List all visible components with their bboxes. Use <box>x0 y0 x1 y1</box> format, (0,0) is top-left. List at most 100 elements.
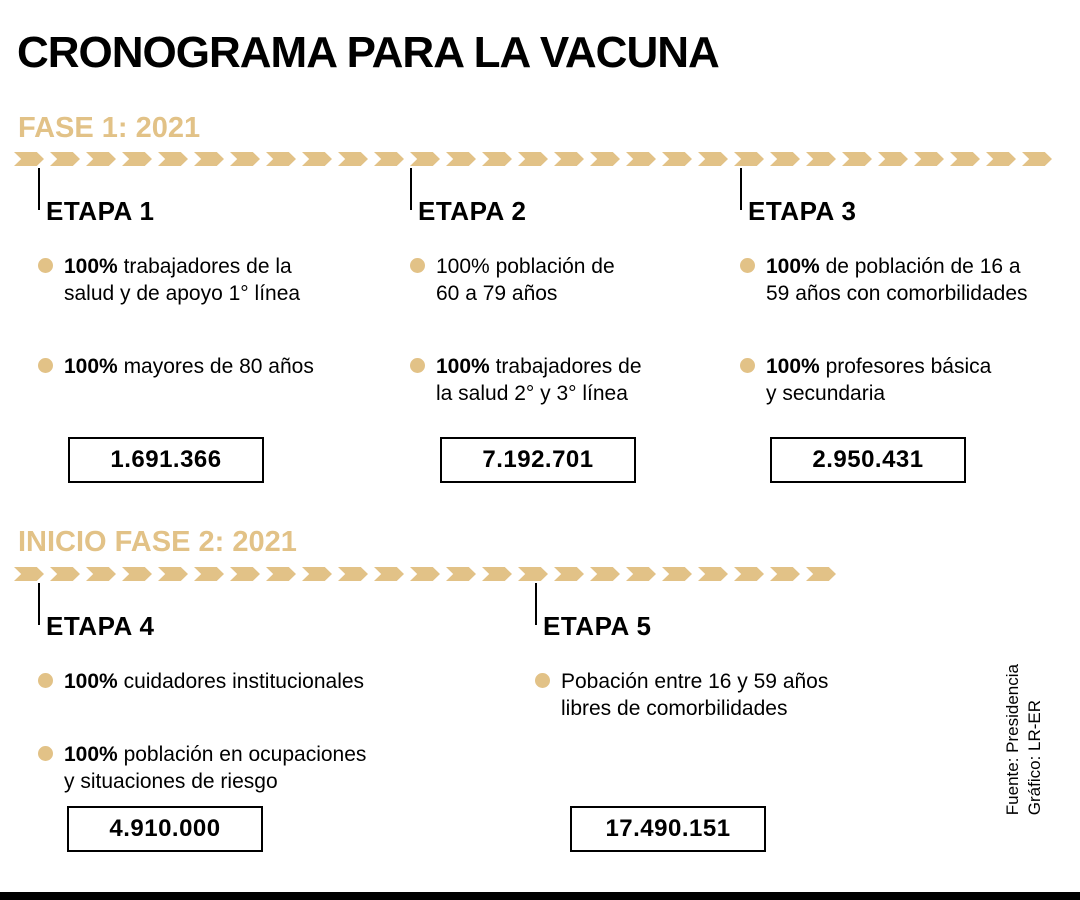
arrow-dash-icon <box>590 567 620 581</box>
arrow-dash-icon <box>1022 152 1052 166</box>
arrow-dash-icon <box>482 152 512 166</box>
stage-etapa-4: ETAPA 4 100% cuidadores institucionales … <box>38 611 418 841</box>
phase1-label: FASE 1: 2021 <box>18 112 201 144</box>
arrow-dash-icon <box>446 567 476 581</box>
bullet-icon <box>410 258 425 273</box>
item-label: profesores básica y secundaria <box>766 355 992 405</box>
stage1-tick <box>38 168 40 210</box>
item-lead: 100% <box>64 670 118 693</box>
arrow-dash-icon <box>698 152 728 166</box>
arrow-dash-icon <box>662 152 692 166</box>
arrow-dash-icon <box>86 152 116 166</box>
bullet-icon <box>38 746 53 761</box>
arrow-dash-icon <box>482 567 512 581</box>
bullet-icon <box>38 258 53 273</box>
stage5-tick <box>535 583 537 625</box>
arrow-dash-icon <box>554 152 584 166</box>
item-lead: 100% <box>64 355 118 378</box>
stage-etapa-1: ETAPA 1 100% trabajadores de la salud y … <box>38 196 338 426</box>
arrow-dash-icon <box>806 152 836 166</box>
item-lead: 100% <box>64 743 118 766</box>
item-lead: 100% <box>64 255 118 278</box>
item-lead: 100% <box>436 255 490 278</box>
arrow-dash-icon <box>374 152 404 166</box>
total-box-etapa-2: 7.192.701 <box>440 437 636 483</box>
arrow-dash-icon <box>950 152 980 166</box>
arrow-dash-icon <box>338 152 368 166</box>
arrow-dash-icon <box>194 152 224 166</box>
total-value: 1.691.366 <box>110 446 222 473</box>
bullet-icon <box>535 673 550 688</box>
arrow-dash-icon <box>806 567 836 581</box>
source-line: Fuente: Presidencia <box>1003 664 1022 816</box>
arrow-dash-icon <box>770 567 800 581</box>
stage-title: ETAPA 4 <box>46 611 155 641</box>
arrow-dash-icon <box>410 152 440 166</box>
arrow-dash-icon <box>122 152 152 166</box>
phase2-label: INICIO FASE 2: 2021 <box>18 526 297 558</box>
bullet-icon <box>38 358 53 373</box>
phase2-timeline-dashes <box>14 567 844 581</box>
item-label: mayores de 80 años <box>123 355 314 378</box>
arrow-dash-icon <box>14 152 44 166</box>
stage-title: ETAPA 2 <box>418 196 527 226</box>
arrow-dash-icon <box>626 567 656 581</box>
arrow-dash-icon <box>122 567 152 581</box>
list-item: 100% población en ocupaciones y situacio… <box>38 741 418 795</box>
arrow-dash-icon <box>554 567 584 581</box>
item-label: trabajadores de la salud 2° y 3° línea <box>436 355 642 405</box>
arrow-dash-icon <box>770 152 800 166</box>
bullet-icon <box>740 358 755 373</box>
stage3-tick <box>740 168 742 210</box>
arrow-dash-icon <box>302 152 332 166</box>
phase1-timeline-dashes <box>14 152 1054 166</box>
arrow-dash-icon <box>158 152 188 166</box>
list-item: Pobación entre 16 y 59 años libres de co… <box>535 668 865 722</box>
arrow-dash-icon <box>914 152 944 166</box>
arrow-dash-icon <box>446 152 476 166</box>
stage-etapa-2: ETAPA 2 100% población de 60 a 79 años 1… <box>410 196 680 453</box>
list-item: 100% trabajadores de la salud 2° y 3° lí… <box>410 353 680 407</box>
bullet-icon <box>410 358 425 373</box>
item-lead: 100% <box>766 355 820 378</box>
arrow-dash-icon <box>230 567 260 581</box>
arrow-dash-icon <box>14 567 44 581</box>
list-item: 100% cuidadores institucionales <box>38 668 418 695</box>
arrow-dash-icon <box>590 152 620 166</box>
arrow-dash-icon <box>158 567 188 581</box>
arrow-dash-icon <box>374 567 404 581</box>
source-credit: Fuente: Presidencia Gráfico: LR-ER <box>1002 664 1046 815</box>
arrow-dash-icon <box>194 567 224 581</box>
total-box-etapa-3: 2.950.431 <box>770 437 966 483</box>
bottom-rule <box>0 892 1080 900</box>
arrow-dash-icon <box>626 152 656 166</box>
item-lead: 100% <box>436 355 490 378</box>
arrow-dash-icon <box>266 567 296 581</box>
total-value: 17.490.151 <box>605 815 731 842</box>
item-label: población en ocupaciones y situaciones d… <box>64 743 367 793</box>
stage-title: ETAPA 3 <box>748 196 857 226</box>
list-item: 100% de población de 16 a 59 años con co… <box>740 253 1040 307</box>
arrow-dash-icon <box>518 152 548 166</box>
stage-etapa-3: ETAPA 3 100% de población de 16 a 59 año… <box>740 196 1040 453</box>
arrow-dash-icon <box>338 567 368 581</box>
arrow-dash-icon <box>734 567 764 581</box>
arrow-dash-icon <box>410 567 440 581</box>
stage-title: ETAPA 1 <box>46 196 155 226</box>
bullet-icon <box>38 673 53 688</box>
arrow-dash-icon <box>266 152 296 166</box>
stage-title: ETAPA 5 <box>543 611 652 641</box>
arrow-dash-icon <box>662 567 692 581</box>
arrow-dash-icon <box>842 152 872 166</box>
stage-etapa-5: ETAPA 5 Pobación entre 16 y 59 años libr… <box>535 611 865 768</box>
arrow-dash-icon <box>230 152 260 166</box>
item-label: trabajadores de la salud y de apoyo 1° l… <box>64 255 301 305</box>
total-box-etapa-1: 1.691.366 <box>68 437 264 483</box>
total-value: 2.950.431 <box>812 446 924 473</box>
total-box-etapa-5: 17.490.151 <box>570 806 766 852</box>
page-title: CRONOGRAMA PARA LA VACUNA <box>17 28 720 77</box>
total-box-etapa-4: 4.910.000 <box>67 806 263 852</box>
arrow-dash-icon <box>50 152 80 166</box>
list-item: 100% población de 60 a 79 años <box>410 253 680 307</box>
bullet-icon <box>740 258 755 273</box>
